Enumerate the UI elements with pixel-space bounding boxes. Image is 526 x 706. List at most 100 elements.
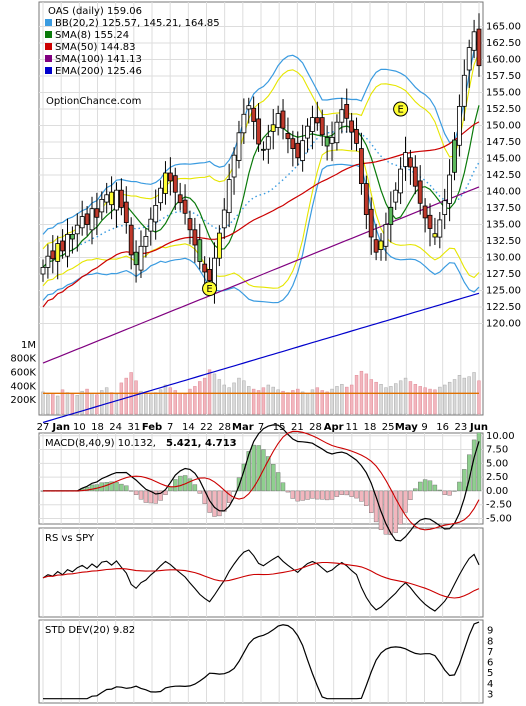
stddev-line: [43, 621, 480, 700]
legend-swatch: [45, 31, 52, 38]
candle-body: [290, 138, 296, 149]
volume-bar: [374, 381, 378, 415]
rs-average-line: [42, 561, 480, 599]
volume-tick-label: 600K: [10, 368, 36, 379]
volume-bar: [403, 377, 408, 415]
macd-tick-label: -5.00: [486, 513, 512, 524]
x-tick-label: 24: [109, 422, 122, 433]
volume-bar: [202, 377, 207, 415]
macd-histogram-bar: [315, 490, 320, 500]
volume-bar: [256, 390, 261, 415]
x-tick-label: May: [395, 422, 418, 433]
volume-tick-label: 400K: [10, 381, 36, 392]
macd-histogram-bar: [138, 490, 144, 500]
legend-swatch: [45, 19, 52, 26]
macd-histogram-bar: [285, 490, 291, 493]
candle-body: [456, 106, 462, 146]
volume-bar: [457, 375, 462, 415]
rs-line: [42, 549, 480, 612]
macd-histogram-bar: [133, 490, 139, 495]
candle-body: [187, 218, 193, 231]
volume-bar: [340, 384, 344, 415]
macd-histogram-bar: [271, 464, 276, 492]
candle-body: [324, 136, 330, 147]
rs-title: RS vs SPY: [45, 533, 95, 544]
volume-bar: [149, 394, 153, 415]
x-tick-label: 28: [309, 422, 322, 433]
volume-bar: [178, 393, 182, 415]
candle-body: [158, 187, 164, 204]
volume-bar: [237, 377, 241, 415]
macd-line: [43, 424, 480, 542]
candle-body: [241, 113, 247, 134]
candle-body: [84, 213, 90, 225]
candle-body: [138, 245, 144, 271]
sma100-line: [42, 186, 480, 364]
macd-signal-line: [43, 430, 480, 531]
x-tick-label: 23: [454, 422, 467, 433]
x-tick-label: 25: [382, 422, 395, 433]
volume-bar: [95, 394, 99, 415]
stddev-tick-label: 9: [487, 626, 493, 637]
candle-body: [153, 204, 159, 223]
macd-histogram-bar: [476, 432, 482, 492]
volume-bar: [188, 388, 192, 415]
macd-histogram-bar: [364, 490, 369, 506]
candle-body: [216, 232, 222, 259]
volume-bar: [345, 386, 349, 415]
candle-body: [329, 136, 335, 144]
volume-bar: [428, 388, 432, 415]
candle-body: [192, 229, 198, 246]
candle-body: [197, 239, 203, 262]
x-tick-label: 11: [345, 422, 358, 433]
bollinger-middle-line: [42, 130, 480, 268]
macd-histogram-bar: [310, 490, 315, 499]
macd-histogram-bar: [163, 490, 168, 495]
volume-bar: [134, 380, 138, 415]
macd-histogram-bar: [124, 485, 129, 492]
macd-histogram-bar: [408, 490, 413, 500]
x-tick-label: 15: [273, 422, 286, 433]
volume-bar: [384, 387, 388, 415]
price-tick-label: 125.00: [486, 286, 521, 297]
stddev-tick-label: 3: [487, 689, 493, 700]
macd-histogram-bar: [447, 490, 452, 496]
volume-bar: [114, 393, 119, 415]
price-tick-label: 142.50: [486, 170, 521, 181]
candle-body: [476, 28, 482, 67]
macd-histogram-bar: [119, 483, 124, 492]
stddev-tick-label: 6: [487, 658, 493, 669]
volume-bar: [100, 390, 104, 415]
candle-body: [79, 216, 85, 229]
macd-histogram-bar: [452, 490, 457, 492]
candle-body: [300, 140, 306, 161]
legend-label: SMA(50) 144.83: [55, 42, 136, 53]
candle-body: [74, 224, 80, 235]
volume-bar: [46, 394, 50, 415]
macd-histogram-bar: [373, 490, 379, 523]
ema200-line: [42, 292, 480, 424]
macd-histogram-bar: [197, 490, 203, 494]
volume-bar: [70, 393, 75, 415]
bollinger-lower-line: [42, 163, 480, 304]
macd-histogram-bar: [158, 490, 163, 501]
candle-body: [94, 208, 100, 218]
macd-histogram-bar: [324, 490, 330, 501]
x-tick-label: 14: [182, 422, 195, 433]
volume-bar: [271, 386, 275, 415]
volume-bar: [408, 381, 413, 415]
candle-body: [246, 105, 252, 110]
volume-bar: [51, 393, 55, 415]
x-tick-label: 22: [200, 422, 213, 433]
macd-histogram-bar: [114, 481, 119, 492]
candle-body: [65, 233, 70, 257]
candle-body: [251, 107, 257, 122]
candle-body: [236, 132, 242, 161]
macd-histogram-bar: [329, 490, 335, 500]
candle-body: [368, 208, 374, 238]
volume-bar: [335, 386, 339, 415]
macd-histogram-bar: [192, 484, 198, 492]
volume-bar: [144, 393, 148, 415]
volume-bar: [153, 392, 158, 415]
volume-bar: [266, 384, 271, 415]
